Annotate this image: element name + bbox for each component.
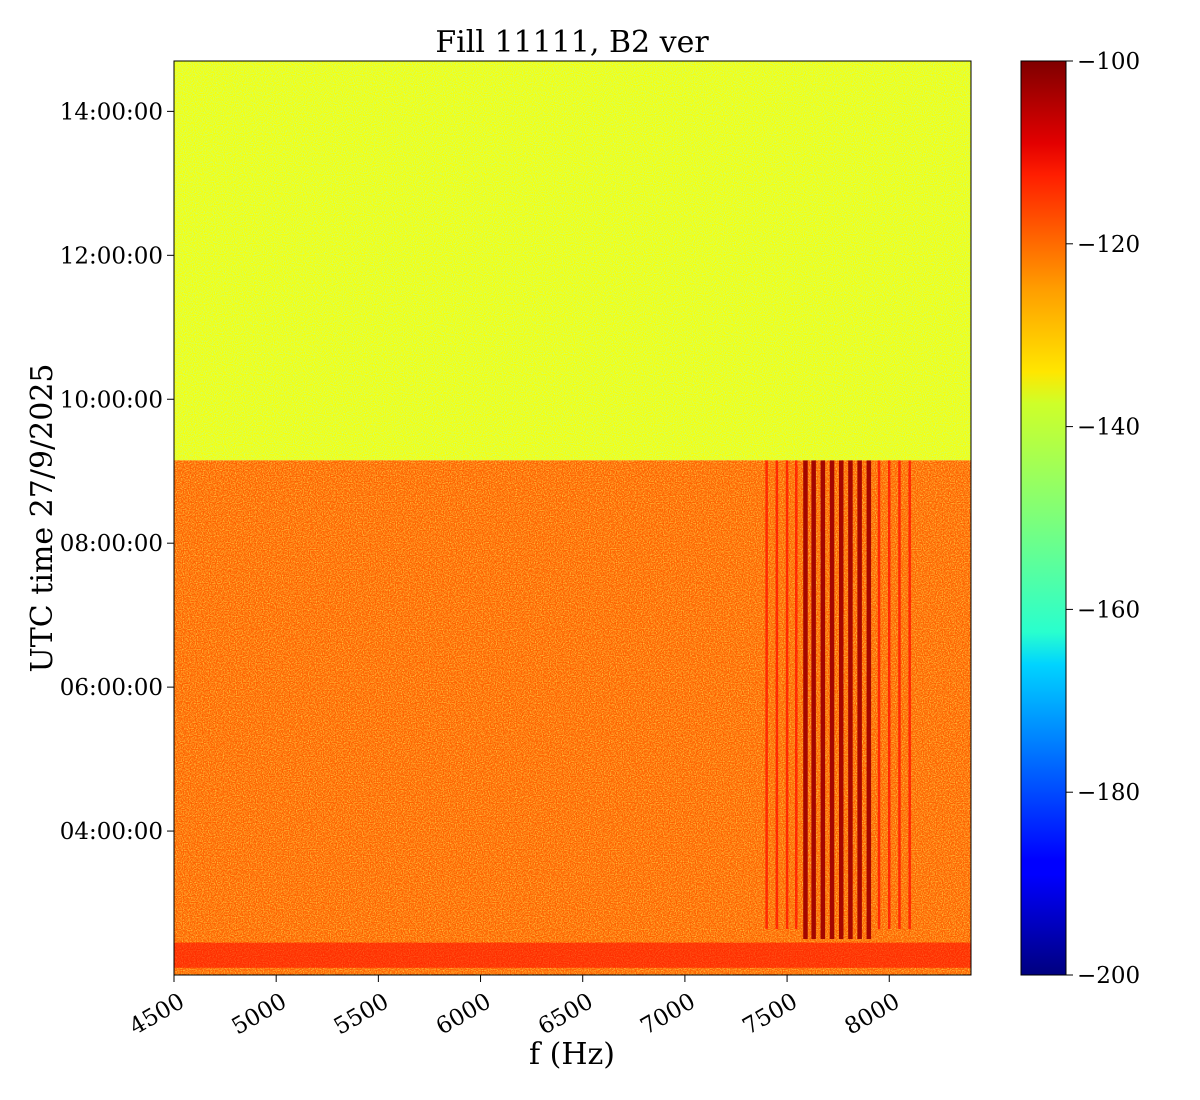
resonance-line [811,460,816,940]
colorbar-tick-label: −140 [1077,415,1140,441]
colorbar-tick-label: −120 [1077,232,1140,258]
y-axis-label: UTC time 27/9/2025 [25,364,60,673]
x-axis-label: f (Hz) [529,1037,615,1072]
resonance-line [898,460,901,930]
resonance-line [877,460,881,930]
colorbar-tick-label: −160 [1077,597,1140,623]
y-axis: 04:00:00 06:00:00 08:00:00 10:00:00 12:00:00… [60,99,174,845]
region-noise-texture [174,61,971,461]
colorbar-tick-label: −200 [1077,963,1140,989]
x-tick-label: 7000 [636,989,700,1041]
colorbar-axis: −100 −120 −140 −160 −180 −200 [1066,49,1140,989]
low-band-stripe [174,942,971,968]
y-tick-label: 04:00:00 [60,819,163,845]
x-tick-label: 7500 [738,989,802,1041]
x-tick-label: 5000 [227,989,291,1041]
y-tick-label: 10:00:00 [60,387,163,413]
y-tick-label: 14:00:00 [60,99,163,125]
resonance-line [795,460,798,930]
resonance-line [908,460,911,930]
x-tick-label: 8000 [841,989,905,1041]
x-tick-label: 5500 [330,989,394,1041]
resonance-line [785,460,789,930]
resonance-line [848,460,853,940]
chart-title: Fill 11111, B2 ver [435,25,709,60]
plot-frame [173,60,972,976]
y-tick-label: 08:00:00 [60,531,163,557]
resonance-line [857,460,862,940]
x-tick-label: 4500 [125,989,189,1041]
colorbar-tick-label: −100 [1077,49,1140,75]
resonance-line [775,460,779,930]
x-tick-label: 6500 [534,989,598,1041]
resonance-line [765,460,768,930]
resonance-line [838,460,844,940]
y-tick-label: 12:00:00 [60,243,163,269]
x-axis: 4500 5000 5500 6000 6500 7000 7500 8000 [125,975,904,1040]
resonance-line [866,460,872,940]
resonance-line [829,460,835,940]
resonance-line [820,460,826,940]
region-noise-texture-red [174,460,971,975]
colorbar [1020,60,1067,976]
resonance-line [803,460,808,940]
x-tick-label: 6000 [432,989,496,1041]
y-tick-label: 06:00:00 [60,675,163,701]
resonance-line [888,460,891,930]
spectrogram-plot-area [174,61,971,975]
colorbar-tick-label: −180 [1077,780,1140,806]
